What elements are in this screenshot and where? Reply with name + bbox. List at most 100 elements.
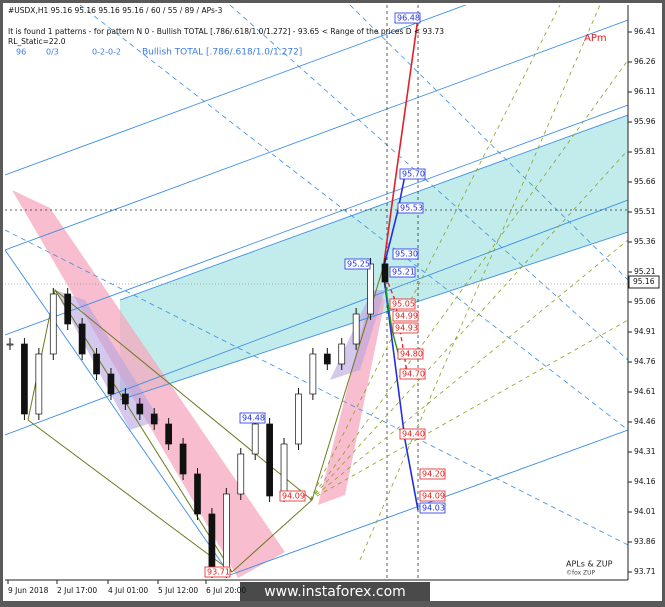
level-box — [392, 310, 419, 322]
pink-band — [12, 190, 285, 578]
level-box — [392, 322, 419, 334]
fan-lines — [309, 5, 628, 561]
level-label: 95.53 — [400, 204, 423, 213]
price-tick-label: 95.66 — [634, 177, 656, 186]
candle — [295, 393, 302, 445]
level-label: 94.03 — [422, 504, 445, 513]
pink-band — [318, 290, 385, 505]
time-label: 4 Jul 01:00 — [108, 586, 148, 595]
candle — [122, 393, 129, 405]
candle — [165, 423, 173, 445]
candle — [6, 343, 14, 346]
candle — [107, 373, 115, 395]
level-label: 95.30 — [395, 250, 418, 259]
price-tick-label: 94.31 — [634, 447, 656, 456]
candle — [194, 473, 201, 515]
level-box — [399, 168, 426, 180]
price-tick-label: 95.06 — [634, 297, 656, 306]
candle — [93, 353, 100, 375]
blue-down-projection — [382, 269, 419, 511]
dashed-lines — [5, 5, 628, 580]
channel-lines — [5, 5, 628, 576]
level-box — [419, 502, 446, 514]
red-projection — [382, 17, 419, 271]
level-box — [389, 266, 416, 278]
drawing-layer — [5, 5, 628, 580]
price-tick-label: 96.41 — [634, 27, 656, 36]
status: 0/3 — [46, 48, 59, 57]
price-tick-label: 94.76 — [634, 357, 656, 366]
price-tick-label: 96.26 — [634, 57, 656, 66]
watermark: www.instaforex.com — [264, 584, 406, 600]
watermark-band — [240, 582, 430, 601]
level-label: 94.80 — [400, 350, 423, 359]
price-tick-label: 95.21 — [634, 267, 656, 276]
level-label: 93.71 — [207, 568, 230, 577]
price-tick-label: 93.86 — [634, 537, 656, 546]
time-label: 2 Jul 17:00 — [57, 586, 97, 595]
price-tick-label: 95.96 — [634, 117, 656, 126]
candle — [251, 423, 259, 455]
candle — [323, 353, 331, 365]
level-box — [419, 490, 446, 502]
candle — [179, 443, 187, 475]
candle — [222, 493, 230, 573]
level-box — [399, 368, 426, 380]
candle — [237, 453, 245, 495]
status: Bullish TOTAL [.786/.618/1.0/1.272] — [142, 48, 302, 58]
brand: APLs & ZUP — [566, 560, 613, 569]
channel-band — [120, 115, 628, 400]
level-box — [389, 298, 416, 310]
price-tick-label: 93.71 — [634, 567, 656, 576]
level-box — [399, 428, 426, 440]
candle — [309, 353, 317, 395]
price-tick-label: 95.51 — [634, 207, 656, 216]
header-line: RL_Static=22.0 — [8, 37, 66, 46]
candle — [367, 263, 374, 315]
candle — [21, 343, 28, 415]
level-label: 94.99 — [395, 312, 418, 321]
level-box — [392, 248, 419, 260]
green-projection — [382, 269, 401, 361]
level-box — [279, 490, 306, 502]
price-tick-label: 94.16 — [634, 477, 656, 486]
level-label: 94.09 — [282, 492, 305, 501]
candle — [280, 443, 288, 497]
current-price-box — [628, 275, 660, 289]
candle — [78, 323, 86, 355]
level-label: 96.48 — [397, 14, 420, 23]
candle — [64, 293, 72, 325]
status: 0-2-0-2 — [92, 48, 121, 57]
status: 96 — [16, 48, 26, 57]
candle — [338, 343, 346, 365]
time-label: 9 Jun 2018 — [8, 586, 49, 595]
price-tick-label: 94.91 — [634, 327, 656, 336]
current-price: 95.16 — [633, 277, 655, 286]
candle — [35, 353, 43, 415]
candles — [6, 258, 389, 578]
level-label: 94.70 — [402, 370, 425, 379]
level-label: 94.48 — [242, 414, 265, 423]
level-label: 94.20 — [422, 470, 445, 479]
level-box — [344, 258, 371, 270]
time-label: 6 Jul 20:00 — [206, 586, 246, 595]
level-box — [204, 566, 231, 578]
level-label: 95.21 — [392, 268, 415, 277]
apm-label: APm — [584, 33, 607, 44]
candle — [381, 263, 389, 283]
level-label: 95.25 — [347, 260, 370, 269]
price-tick-label: 96.11 — [634, 87, 656, 96]
candle — [352, 313, 360, 345]
level-label: 95.70 — [402, 170, 425, 179]
candle — [266, 423, 273, 497]
candle — [150, 413, 158, 425]
header-line: It is found 1 patterns - for pattern N 0… — [8, 27, 444, 36]
candle — [49, 293, 57, 355]
price-tick-label: 94.01 — [634, 507, 656, 516]
level-box — [419, 468, 446, 480]
level-box — [394, 12, 421, 24]
price-tick-label: 94.61 — [634, 387, 656, 396]
level-box — [239, 412, 266, 424]
